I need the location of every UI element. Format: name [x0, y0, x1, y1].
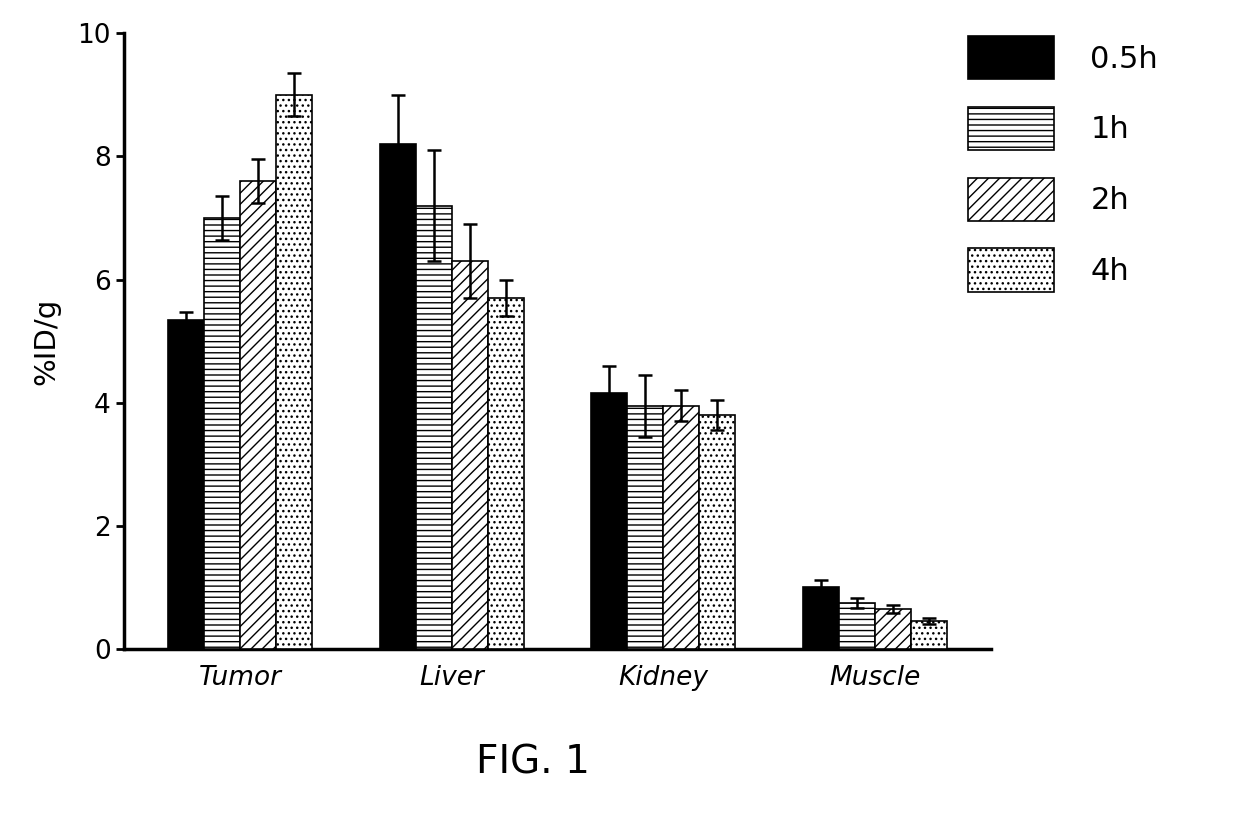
Legend: 0.5h, 1h, 2h, 4h: 0.5h, 1h, 2h, 4h — [968, 37, 1158, 292]
Bar — [699, 415, 735, 649]
Bar — [488, 298, 524, 649]
Bar — [169, 319, 204, 649]
Bar — [911, 622, 947, 649]
Bar — [276, 95, 312, 649]
Bar — [204, 218, 240, 649]
Text: FIG. 1: FIG. 1 — [476, 744, 590, 782]
Bar — [416, 206, 452, 649]
Bar — [875, 609, 911, 649]
Bar — [591, 394, 627, 649]
Bar — [627, 406, 663, 649]
Y-axis label: %ID/g: %ID/g — [32, 298, 61, 384]
Bar — [839, 602, 875, 649]
Bar — [452, 261, 488, 649]
Bar — [240, 181, 276, 649]
Bar — [663, 406, 699, 649]
Bar — [380, 144, 416, 649]
Bar — [803, 587, 839, 649]
